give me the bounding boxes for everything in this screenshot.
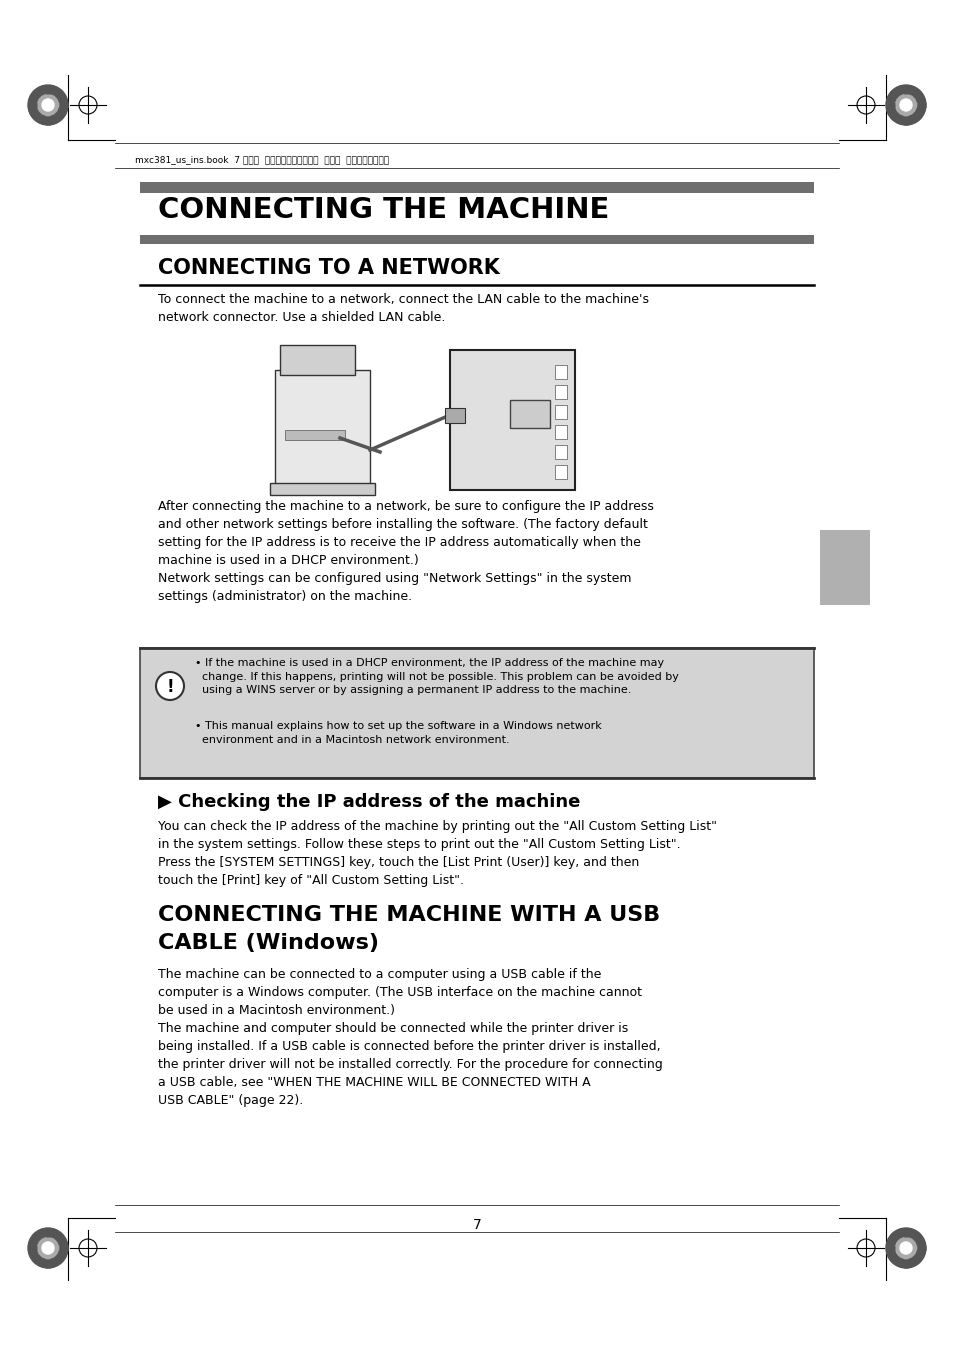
Bar	[555, 405, 566, 418]
Bar	[555, 464, 566, 479]
Bar	[280, 346, 355, 375]
Circle shape	[885, 85, 925, 126]
Text: mxc381_us_ins.book  7 ページ  ２００８年８月１９日  火曜日  午前１０時４２分: mxc381_us_ins.book 7 ページ ２００８年８月１９日 火曜日 …	[135, 155, 389, 163]
Text: 7: 7	[472, 1218, 481, 1233]
Bar	[285, 431, 345, 440]
Text: CABLE (Windows): CABLE (Windows)	[158, 933, 378, 953]
Bar	[510, 400, 550, 428]
Circle shape	[28, 85, 68, 126]
Text: • This manual explains how to set up the software in a Windows network
  environ: • This manual explains how to set up the…	[194, 721, 601, 745]
Bar	[820, 531, 869, 605]
Text: ▶ Checking the IP address of the machine: ▶ Checking the IP address of the machine	[158, 792, 579, 811]
Bar	[140, 235, 813, 244]
Circle shape	[156, 672, 184, 701]
Circle shape	[28, 1228, 68, 1268]
Text: To connect the machine to a network, connect the LAN cable to the machine's
netw: To connect the machine to a network, con…	[158, 293, 648, 324]
Bar	[555, 446, 566, 459]
Circle shape	[899, 99, 911, 111]
Circle shape	[899, 1242, 911, 1254]
Bar	[555, 364, 566, 379]
Bar	[140, 648, 813, 778]
Circle shape	[894, 1237, 916, 1260]
Text: CONNECTING TO A NETWORK: CONNECTING TO A NETWORK	[158, 258, 499, 278]
Circle shape	[37, 95, 59, 116]
Text: !: !	[166, 678, 173, 697]
Circle shape	[894, 95, 916, 116]
Bar	[444, 408, 464, 423]
Bar	[555, 425, 566, 439]
Text: CONNECTING THE MACHINE WITH A USB: CONNECTING THE MACHINE WITH A USB	[158, 904, 659, 925]
Bar	[274, 370, 370, 485]
Text: The machine can be connected to a computer using a USB cable if the
computer is : The machine can be connected to a comput…	[158, 968, 662, 1107]
Bar	[450, 350, 575, 490]
Circle shape	[42, 1242, 54, 1254]
Bar	[270, 483, 375, 495]
Circle shape	[37, 1237, 59, 1260]
Text: You can check the IP address of the machine by printing out the "All Custom Sett: You can check the IP address of the mach…	[158, 819, 717, 887]
Circle shape	[42, 99, 54, 111]
Text: • If the machine is used in a DHCP environment, the IP address of the machine ma: • If the machine is used in a DHCP envir…	[194, 657, 679, 695]
Text: CONNECTING THE MACHINE: CONNECTING THE MACHINE	[158, 196, 609, 224]
Bar	[555, 385, 566, 400]
Text: After connecting the machine to a network, be sure to configure the IP address
a: After connecting the machine to a networ…	[158, 500, 653, 603]
Circle shape	[885, 1228, 925, 1268]
Bar	[140, 182, 813, 193]
